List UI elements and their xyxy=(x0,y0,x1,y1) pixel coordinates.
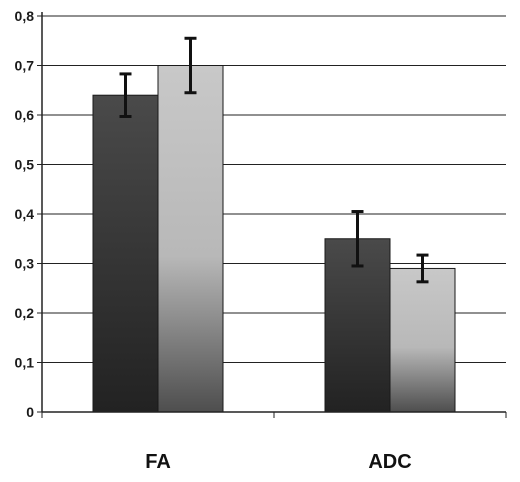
axes xyxy=(37,12,507,418)
category-label: ADC xyxy=(368,451,411,473)
bar xyxy=(157,65,224,413)
y-tick-label: 0,8 xyxy=(15,8,35,24)
bar xyxy=(389,267,456,413)
error-bars xyxy=(119,36,429,284)
y-tick-label: 0,1 xyxy=(15,355,35,371)
y-tick-label: 0,6 xyxy=(15,107,35,123)
y-tick-label: 0,2 xyxy=(15,305,35,321)
category-label: FA xyxy=(145,451,171,473)
y-tick-label: 0,5 xyxy=(15,157,35,173)
bar xyxy=(324,238,391,413)
y-tick-label: 0,3 xyxy=(15,256,35,272)
bars xyxy=(92,65,456,413)
bar xyxy=(92,94,159,413)
y-tick-label: 0,7 xyxy=(15,58,35,74)
y-tick-label: 0 xyxy=(26,404,34,420)
y-tick-label: 0,4 xyxy=(15,206,35,222)
labels: 0 0,1 0,2 0,3 0,4 0,5 0,6 0,7 0,8 FA ADC xyxy=(15,8,412,473)
